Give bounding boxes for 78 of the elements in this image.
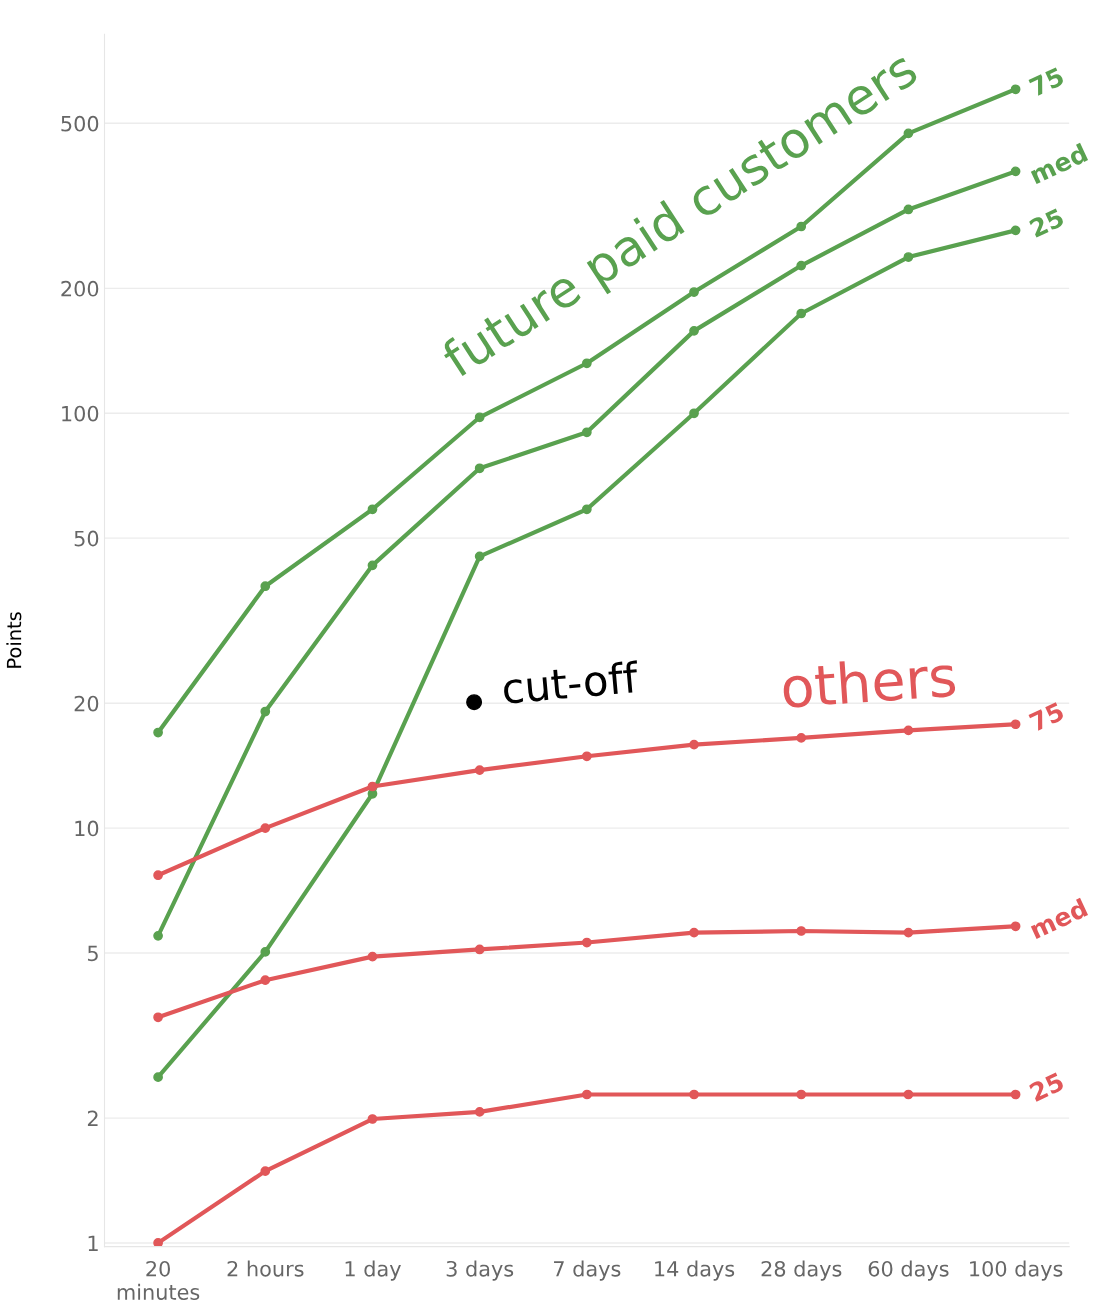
point bbox=[474, 463, 485, 474]
y-tick-label: 20 bbox=[74, 695, 99, 712]
point bbox=[903, 927, 914, 938]
annotation: 25 bbox=[1028, 207, 1065, 238]
annotation: 75 bbox=[1028, 701, 1065, 732]
y-tick-label: 1 bbox=[88, 1235, 98, 1251]
point bbox=[581, 937, 592, 948]
point bbox=[260, 1166, 271, 1176]
point bbox=[689, 739, 699, 750]
point bbox=[796, 260, 807, 271]
point bbox=[689, 408, 699, 419]
point bbox=[260, 947, 271, 957]
y-tick-label: 200 bbox=[61, 280, 99, 297]
annotation: 75 bbox=[1028, 66, 1065, 97]
point bbox=[796, 221, 807, 232]
y-tick-label: 100 bbox=[62, 405, 99, 422]
point bbox=[1010, 1089, 1021, 1100]
point bbox=[581, 504, 592, 515]
point bbox=[153, 1012, 163, 1023]
point bbox=[260, 823, 271, 833]
y-tick-label: 500 bbox=[61, 115, 99, 132]
x-tick-label: 60 days bbox=[868, 1260, 949, 1281]
point bbox=[474, 551, 485, 562]
point bbox=[903, 725, 914, 736]
point bbox=[260, 706, 271, 717]
x-tick-label: 7 days bbox=[554, 1260, 621, 1281]
point bbox=[1010, 921, 1021, 932]
point bbox=[153, 870, 163, 881]
point bbox=[689, 287, 699, 297]
annotation: others bbox=[781, 653, 956, 709]
point bbox=[796, 733, 807, 743]
y-tick-label: 2 bbox=[87, 1110, 98, 1127]
point bbox=[260, 975, 271, 986]
point bbox=[153, 1238, 163, 1247]
point bbox=[796, 308, 807, 319]
point bbox=[689, 927, 699, 938]
point bbox=[260, 581, 271, 592]
y-tick-label: 50 bbox=[74, 530, 99, 547]
point bbox=[367, 560, 378, 571]
point bbox=[153, 727, 163, 738]
point bbox=[1010, 84, 1021, 95]
point bbox=[367, 1114, 378, 1124]
x-tick-label: 14 days bbox=[655, 1260, 735, 1281]
x-tick-label: 1 day bbox=[345, 1260, 401, 1281]
annotation: 25 bbox=[1028, 1071, 1065, 1103]
y-tick-label: 5 bbox=[87, 945, 98, 962]
point bbox=[581, 427, 592, 438]
point bbox=[581, 751, 592, 762]
point bbox=[1010, 719, 1021, 730]
point bbox=[689, 1089, 699, 1100]
point bbox=[153, 1072, 163, 1083]
point bbox=[474, 944, 485, 955]
point bbox=[474, 765, 485, 775]
point bbox=[1010, 166, 1021, 177]
point bbox=[474, 1107, 485, 1117]
point bbox=[1010, 225, 1021, 236]
point bbox=[581, 1089, 592, 1100]
point bbox=[689, 326, 699, 336]
x-tick-label: 100 days bbox=[970, 1260, 1063, 1281]
y-axis-title: Points bbox=[6, 612, 22, 668]
point bbox=[367, 504, 378, 515]
x-tick-label: 28 days bbox=[761, 1260, 842, 1281]
point bbox=[796, 1089, 807, 1100]
point bbox=[153, 930, 163, 941]
point bbox=[796, 926, 807, 936]
x-tick-label: 20 minutes bbox=[117, 1260, 200, 1300]
x-tick-label: 2 hours bbox=[227, 1260, 304, 1277]
x-tick-label: 3 days bbox=[446, 1260, 514, 1281]
y-tick-label: 10 bbox=[75, 820, 99, 837]
point bbox=[581, 358, 592, 369]
point bbox=[903, 252, 914, 262]
annotation: med bbox=[1028, 897, 1089, 940]
point bbox=[474, 412, 485, 423]
point bbox=[367, 951, 378, 962]
point bbox=[903, 1089, 914, 1100]
annotation: med bbox=[1028, 142, 1089, 185]
point bbox=[367, 781, 378, 792]
annotation: cut-off bbox=[502, 660, 640, 705]
